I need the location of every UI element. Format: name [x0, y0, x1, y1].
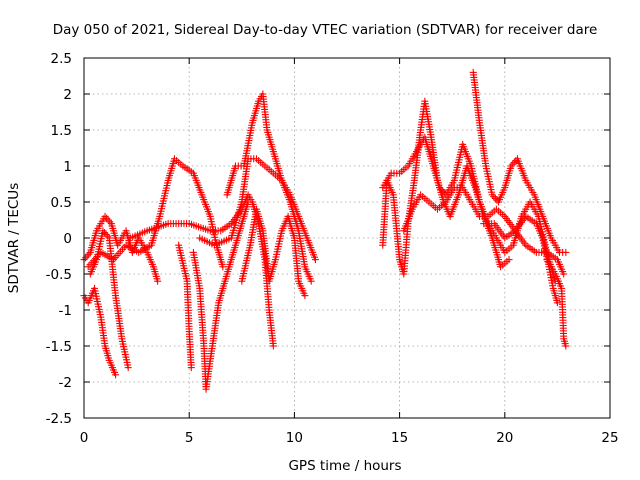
y-axis-label: SDTVAR / TECUs: [6, 183, 22, 293]
y-tick-label: -2: [59, 375, 72, 391]
data-point: [510, 158, 518, 166]
data-point: [112, 371, 120, 379]
y-tick-label: -0.5: [46, 267, 72, 283]
data-point: [187, 364, 195, 372]
data-point: [301, 292, 309, 300]
y-tick-label: 2.5: [51, 51, 72, 67]
x-tick-label: 5: [185, 430, 194, 446]
axis-ticks: 0 5 10 15 20 25 -2.5 -2 -1.5 -1 -0.5 0 0.5 1 1.5 2 2.5: [46, 51, 619, 446]
data-points: [80, 68, 570, 393]
data-point: [269, 342, 277, 350]
data-point: [505, 256, 513, 264]
x-axis-label: GPS time / hours: [288, 458, 401, 474]
data-point: [219, 263, 227, 271]
data-point: [83, 252, 91, 260]
data-point: [560, 270, 568, 278]
x-tick-label: 15: [391, 430, 408, 446]
data-point: [562, 248, 570, 256]
x-tick-label: 25: [601, 430, 618, 446]
y-tick-label: -1: [59, 303, 72, 319]
data-point: [104, 216, 112, 224]
data-point: [102, 230, 110, 238]
y-tick-label: -1.5: [46, 339, 72, 355]
grid-lines: [84, 58, 610, 418]
y-tick-label: 0: [63, 231, 72, 247]
x-tick-label: 20: [496, 430, 513, 446]
y-tick-label: 2: [63, 87, 72, 103]
data-point: [154, 277, 162, 285]
plot-frame: [83, 57, 611, 419]
data-point: [562, 342, 570, 350]
data-point: [244, 198, 252, 206]
chart-title: Day 050 of 2021, Sidereal Day-to-day VTE…: [53, 22, 598, 38]
data-point: [491, 194, 499, 202]
x-tick-label: 10: [286, 430, 303, 446]
y-tick-label: 1: [63, 159, 72, 175]
y-tick-label: 1.5: [51, 123, 72, 139]
y-tick-label: -2.5: [46, 411, 72, 427]
data-point: [307, 277, 315, 285]
data-point: [311, 256, 319, 264]
data-point: [553, 299, 561, 307]
x-tick-label: 0: [80, 430, 89, 446]
y-tick-label: 0.5: [51, 195, 72, 211]
data-point: [124, 364, 132, 372]
data-point: [82, 254, 90, 262]
